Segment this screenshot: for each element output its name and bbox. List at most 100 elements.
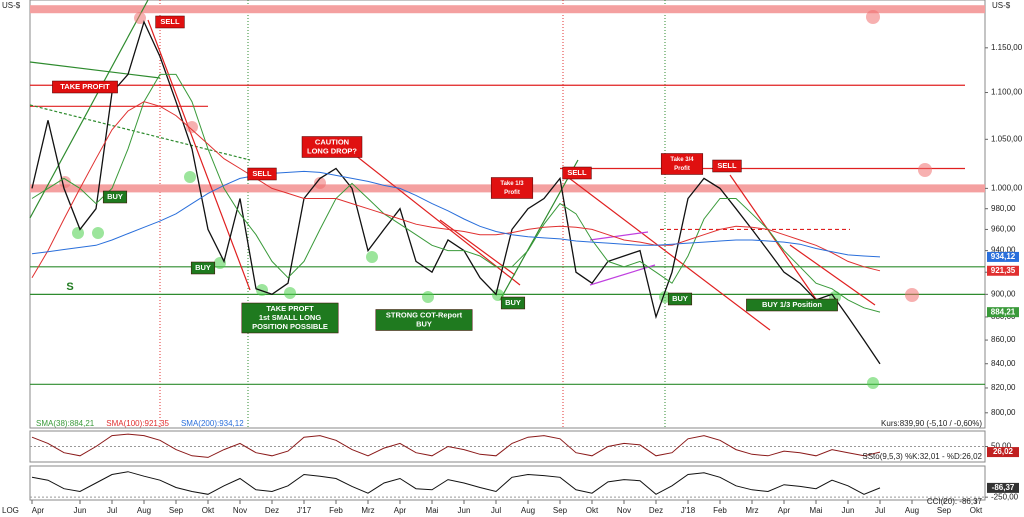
annotation-box xyxy=(241,302,339,334)
y-tick-label: 800,00 xyxy=(991,408,1016,417)
buy-dot xyxy=(366,251,378,263)
x-tick-label: Nov xyxy=(617,506,631,515)
annotation-text: Profit xyxy=(504,190,520,196)
x-tick-label: Sep xyxy=(553,506,568,515)
axis-label-left: US-$ xyxy=(2,1,21,10)
buy-dot xyxy=(92,227,104,239)
annotation-text: BUY 1/3 Position xyxy=(762,300,822,309)
x-tick-label: Nov xyxy=(233,506,247,515)
level-band xyxy=(30,5,985,14)
x-tick-label: Jul xyxy=(107,506,117,515)
end-label: 26,02 xyxy=(993,447,1014,456)
y-tick-label: 980,00 xyxy=(991,204,1016,213)
series-line xyxy=(31,73,881,313)
annotation-text: Profit xyxy=(674,166,690,172)
annotation-text: BUY xyxy=(505,298,521,307)
annotation-text: BUY xyxy=(195,263,211,272)
x-tick-label: Sep xyxy=(937,506,952,515)
x-tick-label: Dez xyxy=(649,506,663,515)
annotation-text: SELL xyxy=(717,161,737,170)
x-tick-label: Jun xyxy=(74,506,87,515)
y-tick-label: 840,00 xyxy=(991,359,1016,368)
signal-dots xyxy=(59,10,932,389)
scale-note: LOG xyxy=(2,506,19,515)
series-line xyxy=(31,433,881,458)
y-tick-label: 1.150,00 xyxy=(991,43,1023,52)
x-tick-label: Mai xyxy=(810,506,823,515)
y-tick-label: 1.100,00 xyxy=(991,88,1023,97)
annotation-box xyxy=(490,177,534,199)
x-tick-label: Feb xyxy=(329,506,343,515)
annotation-box xyxy=(102,190,128,204)
annotation-text: Take 3/4 xyxy=(670,157,694,163)
x-tick-label: Okt xyxy=(970,506,983,515)
end-label: -86,37 xyxy=(992,483,1015,492)
trend-line xyxy=(729,174,821,306)
end-label: 921,35 xyxy=(991,266,1016,275)
annotation-text: BUY xyxy=(416,319,432,328)
sell-dot xyxy=(905,288,919,302)
annotation-text: SELL xyxy=(252,169,272,178)
y-tick-label: 900,00 xyxy=(991,289,1016,298)
annotation-box xyxy=(660,153,704,175)
annotation-text: POSITION POSSIBLE xyxy=(252,322,328,331)
y-tick-label: 820,00 xyxy=(991,383,1016,392)
sell-dot xyxy=(186,121,198,133)
sell-dot xyxy=(134,12,146,24)
end-label: 884,21 xyxy=(991,307,1016,316)
end-label-box xyxy=(987,447,1019,458)
series-line xyxy=(31,20,881,365)
annotation-text: BUY xyxy=(107,192,123,201)
series-line xyxy=(31,101,881,278)
sell-dot xyxy=(314,177,326,189)
end-label-box xyxy=(987,251,1019,262)
buy-dot xyxy=(256,284,268,296)
legend-entry: SMA(200):934,12 xyxy=(181,419,244,428)
plot: 800,00820,00840,00860,00880,00900,00920,… xyxy=(30,20,1023,515)
trend-line xyxy=(564,174,771,331)
main-frame xyxy=(29,0,986,429)
annotation-text: TAKE PROFIT xyxy=(60,82,110,91)
annotation-box xyxy=(190,261,216,275)
annotation-text: TAKE PROFT xyxy=(266,304,314,313)
x-tick-label: Apr xyxy=(32,506,45,515)
buy-dot xyxy=(284,287,296,299)
trend-line xyxy=(29,104,251,161)
annotation-box xyxy=(301,136,363,158)
x-tick-label: Dez xyxy=(265,506,279,515)
annotation-text: STRONG COT-Report xyxy=(386,310,463,319)
x-tick-label: Apr xyxy=(394,506,407,515)
end-label-box xyxy=(987,307,1019,318)
x-tick-label: Jul xyxy=(875,506,885,515)
x-tick-label: Jun xyxy=(842,506,855,515)
annotation-text: LONG DROP? xyxy=(307,146,357,155)
x-tick-label: Mrz xyxy=(745,506,758,515)
x-tick-label: Aug xyxy=(137,506,151,515)
annotation-box xyxy=(562,166,592,180)
axis-label-right: US-$ xyxy=(992,1,1011,10)
x-tick-label: J'18 xyxy=(681,506,696,515)
x-tick-label: Aug xyxy=(521,506,535,515)
end-label: 934,12 xyxy=(991,252,1016,261)
y-tick-label: -250,00 xyxy=(991,492,1019,501)
x-tick-label: Okt xyxy=(202,506,215,515)
y-tick-label: 50,00 xyxy=(991,442,1012,451)
trend-line xyxy=(29,0,149,219)
annotation-box xyxy=(375,309,473,331)
sell-dot xyxy=(866,10,880,24)
trend-line xyxy=(589,231,649,241)
annotation-box xyxy=(155,15,185,29)
x-tick-label: Aug xyxy=(905,506,919,515)
annotation-box xyxy=(500,296,526,310)
trend-lines xyxy=(29,0,876,331)
x-tick-label: Jun xyxy=(458,506,471,515)
trend-line xyxy=(499,159,579,301)
annotation-box xyxy=(712,159,742,173)
x-tick-label: Mai xyxy=(426,506,439,515)
series-line xyxy=(31,170,881,258)
annotation-text: SELL xyxy=(160,17,180,26)
y-tick-label: 1.050,00 xyxy=(991,134,1023,143)
buy-dot xyxy=(867,377,879,389)
